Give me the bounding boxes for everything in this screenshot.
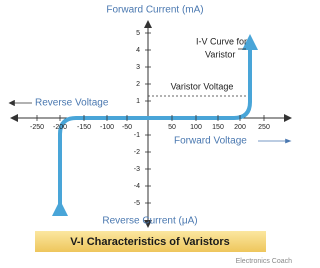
x-tick-label: -200 xyxy=(53,124,67,131)
x-tick-label: 50 xyxy=(168,124,176,131)
title: Forward Current (mA) xyxy=(106,5,203,16)
y-tick-label: -5 xyxy=(134,200,140,207)
x-tick-label: -100 xyxy=(100,124,114,131)
y-tick-label: 5 xyxy=(136,30,140,37)
curve-label: Varistor xyxy=(205,49,235,59)
x-tick-label: -250 xyxy=(30,124,44,131)
x-tick-label: 100 xyxy=(190,124,202,131)
x-tick-label: -50 xyxy=(122,124,132,131)
bottom-label: Reverse Current (μA) xyxy=(102,216,197,227)
y-tick-label: -4 xyxy=(134,183,140,190)
y-tick-label: 2 xyxy=(136,81,140,88)
y-tick-label: -2 xyxy=(134,149,140,156)
iv-curve xyxy=(52,34,258,216)
curve-label: I-V Curve for xyxy=(196,36,247,46)
left-label: Reverse Voltage xyxy=(35,98,109,109)
right-label: Forward Voltage xyxy=(174,136,247,147)
y-tick-label: 4 xyxy=(136,47,140,54)
y-tick-label: -3 xyxy=(134,166,140,173)
x-tick-label: 200 xyxy=(234,124,246,131)
y-tick-label: -1 xyxy=(134,132,140,139)
watermark: Electronics Coach xyxy=(236,258,293,265)
caption: V-I Characteristics of Varistors xyxy=(70,236,230,248)
y-tick-label: 3 xyxy=(136,64,140,71)
diagram: Forward Current (mA) Reverse Current (μA… xyxy=(8,5,293,265)
x-tick-label: 250 xyxy=(258,124,270,131)
x-tick-label: 150 xyxy=(212,124,224,131)
y-tick-label: 1 xyxy=(136,98,140,105)
x-tick-label: -150 xyxy=(77,124,91,131)
knee-label: Varistor Voltage xyxy=(171,81,234,91)
caption-bar xyxy=(35,231,266,252)
